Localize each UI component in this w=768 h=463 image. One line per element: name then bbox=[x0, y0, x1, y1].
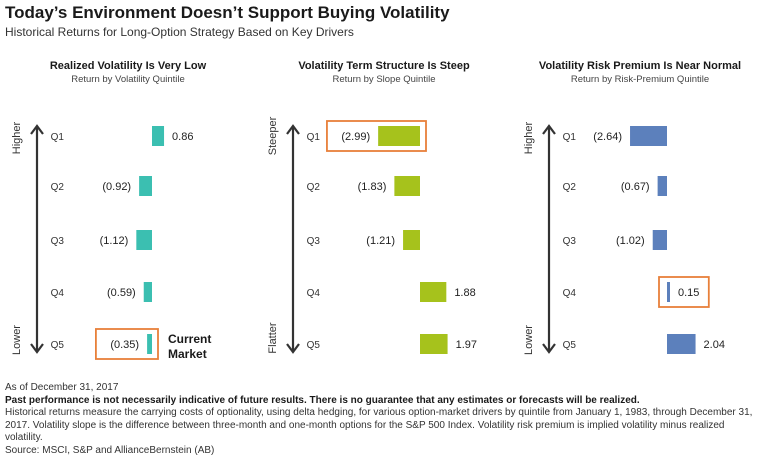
chart-subtitle: Return by Slope Quintile bbox=[332, 74, 436, 85]
arrow-up-icon bbox=[542, 124, 556, 135]
chart-svg-term-structure: Steeper Flatter Q1 (2.99) Q2 (1.83) Q3 (1.21) Q4… bbox=[267, 116, 477, 354]
data-label: (1.83) bbox=[358, 181, 387, 193]
category-label: Q1 bbox=[563, 132, 577, 143]
chart-title: Volatility Term Structure Is Steep bbox=[298, 60, 470, 72]
bar bbox=[147, 334, 152, 354]
data-label: (2.64) bbox=[593, 131, 622, 143]
data-label: (0.92) bbox=[102, 181, 131, 193]
category-label: Q2 bbox=[51, 182, 65, 193]
bar bbox=[652, 230, 667, 250]
annotation-current-market: Market bbox=[168, 347, 207, 361]
data-label: 1.88 bbox=[454, 287, 475, 299]
data-label: 2.04 bbox=[704, 339, 725, 351]
chart-subtitle: Return by Risk-Premium Quintile bbox=[570, 74, 710, 85]
data-label: (2.99) bbox=[341, 131, 370, 143]
arrow-up-icon bbox=[30, 124, 44, 135]
data-label: 0.15 bbox=[678, 287, 699, 299]
chart-title: Volatility Risk Premium Is Near Normal bbox=[538, 60, 742, 72]
category-label: Q5 bbox=[51, 340, 65, 351]
category-label: Q4 bbox=[51, 288, 65, 299]
axis-bottom-label: Lower bbox=[11, 325, 23, 355]
source-line: Source: MSCI, S&P and AllianceBernstein … bbox=[5, 444, 215, 456]
arrow-up-icon bbox=[286, 124, 300, 135]
bar bbox=[657, 176, 667, 196]
page-title: Today’s Environment Doesn’t Support Buyi… bbox=[5, 3, 450, 22]
bar bbox=[667, 282, 670, 302]
bar bbox=[394, 176, 420, 196]
category-label: Q2 bbox=[307, 182, 321, 193]
bar bbox=[143, 282, 152, 302]
chart-title: Realized Volatility Is Very Low bbox=[49, 60, 207, 72]
axis-top-label: Higher bbox=[523, 121, 535, 154]
chart-panel-term-structure: Volatility Term Structure Is Steep Retur… bbox=[256, 50, 512, 368]
highlight-box bbox=[326, 120, 427, 152]
category-label: Q5 bbox=[307, 340, 321, 351]
arrow-down-icon bbox=[30, 343, 44, 354]
axis-bottom-label: Flatter bbox=[267, 322, 279, 354]
page-subtitle: Historical Returns for Long-Option Strat… bbox=[5, 25, 354, 39]
category-label: Q2 bbox=[563, 182, 577, 193]
bar bbox=[630, 126, 667, 146]
data-label: (1.02) bbox=[616, 235, 645, 247]
bar bbox=[139, 176, 152, 196]
data-label: (1.21) bbox=[366, 235, 395, 247]
chart-svg-realized-volatility: Higher Lower Q1 0.86 Q2 (0.92) Q3 (1.12) Q4 (0.59… bbox=[11, 121, 211, 361]
arrow-down-icon bbox=[542, 343, 556, 354]
category-label: Q4 bbox=[307, 288, 321, 299]
category-label: Q1 bbox=[307, 132, 321, 143]
bar bbox=[403, 230, 420, 250]
category-label: Q4 bbox=[563, 288, 577, 299]
bar bbox=[378, 126, 420, 146]
highlight-box bbox=[658, 276, 710, 308]
highlight-box bbox=[95, 328, 159, 360]
data-label: 1.97 bbox=[456, 339, 477, 351]
chart-panel-risk-premium: Volatility Risk Premium Is Near Normal R… bbox=[512, 50, 768, 368]
category-label: Q3 bbox=[307, 236, 321, 247]
category-label: Q1 bbox=[51, 132, 65, 143]
footer: As of December 31, 2017 Past performance… bbox=[5, 382, 763, 457]
chart-panel-realized-volatility: Realized Volatility Is Very Low Return b… bbox=[0, 50, 256, 368]
annotation-current-market: Current bbox=[168, 332, 211, 346]
footnote: Historical returns measure the carrying … bbox=[5, 407, 753, 443]
bar bbox=[152, 126, 165, 146]
bar bbox=[420, 282, 447, 302]
chart-subtitle: Return by Volatility Quintile bbox=[71, 74, 185, 85]
chart-svg-risk-premium: Higher Lower Q1 (2.64) Q2 (0.67) Q3 (1.02) Q4 0.1… bbox=[523, 121, 725, 355]
data-label: (0.67) bbox=[621, 181, 650, 193]
arrow-down-icon bbox=[286, 343, 300, 354]
disclaimer: Past performance is not necessarily indi… bbox=[5, 394, 640, 406]
data-label: (0.35) bbox=[110, 339, 139, 351]
axis-bottom-label: Lower bbox=[523, 325, 535, 355]
bar bbox=[420, 334, 448, 354]
category-label: Q3 bbox=[563, 236, 577, 247]
data-label: 0.86 bbox=[172, 131, 193, 143]
category-label: Q3 bbox=[51, 236, 65, 247]
as-of-date: As of December 31, 2017 bbox=[5, 382, 119, 393]
axis-top-label: Steeper bbox=[267, 116, 279, 155]
bar bbox=[136, 230, 152, 250]
category-label: Q5 bbox=[563, 340, 577, 351]
data-label: (1.12) bbox=[100, 235, 129, 247]
bar bbox=[667, 334, 696, 354]
data-label: (0.59) bbox=[107, 287, 136, 299]
axis-top-label: Higher bbox=[11, 121, 23, 154]
